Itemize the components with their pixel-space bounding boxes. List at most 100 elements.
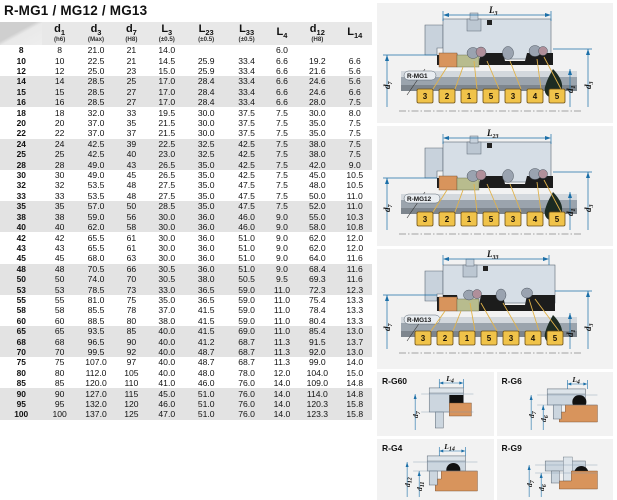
table-cell: 37.5 [238, 128, 255, 139]
table-cell: 25 [126, 76, 137, 87]
row-size-label: 58 [16, 305, 26, 316]
table-cell: 5.6 [348, 76, 361, 87]
table-cell: 69.3 [308, 274, 326, 285]
table-cell: 58 [54, 305, 65, 316]
table-cell: 78.5 [87, 284, 105, 295]
table-cell: 13.3 [346, 315, 364, 326]
table-cell: 11.0 [273, 305, 291, 316]
table-cell: 28.5 [87, 76, 105, 87]
table-cell: 14.0 [346, 357, 364, 368]
table-cell: 42.5 [238, 138, 255, 149]
table-row: 10 10 22.5 21 14.5 25.9 33.4 6.6 19.2 6.6 [0, 55, 372, 66]
table-cell: 13.0 [346, 326, 364, 337]
diagram-panel-r-g6: R-G6 [496, 372, 614, 436]
table-cell: 68.7 [238, 336, 255, 347]
table-cell: 35.0 [197, 170, 215, 181]
table-cell: 56 [126, 211, 137, 222]
table-cell: 13.3 [346, 294, 364, 305]
table-cell: 46.0 [238, 222, 255, 233]
table-cell: 6.6 [348, 86, 361, 97]
table-cell: 59.0 [238, 305, 255, 316]
callout-group: 3 2 1 5 3 4 5 [416, 88, 566, 104]
table-cell: 61 [126, 232, 137, 243]
table-cell: 88.5 [87, 315, 105, 326]
col-tol: (h6) [53, 35, 66, 43]
row-size-label: 32 [16, 180, 26, 191]
table-row: 8 8 21.0 21 14.0 6.0 [0, 45, 372, 56]
row-size-label: 65 [16, 326, 26, 337]
col-sub: 14 [353, 31, 363, 41]
table-cell: 70 [126, 274, 137, 285]
row-size-label: 48 [16, 263, 26, 274]
table-cell: 13.3 [346, 305, 364, 316]
table-cell: 95 [54, 399, 65, 410]
table-header: d1 (h6) d3 (Max) d7 (H8) L3 (±0.5) [0, 22, 372, 45]
table-cell: 68.7 [238, 346, 255, 357]
table-row: 18 18 32.0 33 19.5 30.0 37.5 7.5 30.0 8.0 [0, 107, 372, 118]
table-cell: 10.5 [346, 170, 364, 181]
table-row: 48 48 70.5 66 30.5 36.0 51.0 9.0 68.4 11.6 [0, 263, 372, 274]
diagram-panel-r-mg1: R-MG1 3 2 1 [377, 3, 613, 123]
row-size-label: 40 [16, 222, 26, 233]
table-cell: 70.5 [87, 263, 105, 274]
table-cell: 76.0 [238, 409, 255, 420]
table-cell: 12.0 [273, 367, 291, 378]
table-cell: 120 [124, 399, 139, 410]
table-cell: 59.0 [238, 294, 255, 305]
table-cell: 120.0 [85, 378, 107, 389]
table-cell: 137.0 [85, 409, 107, 420]
table-cell: 41.5 [197, 326, 215, 337]
callout-3: 5 [489, 215, 494, 224]
row-size-label: 38 [16, 211, 26, 222]
col-sub: 1 [60, 28, 66, 38]
table-cell: 75.4 [308, 294, 326, 305]
table-cell: 14.8 [346, 388, 364, 399]
table-cell: 33.4 [238, 76, 255, 87]
table-cell: 32 [54, 180, 65, 191]
table-cell: 35.0 [308, 128, 326, 139]
table-cell: 99.5 [87, 346, 105, 357]
callout-group: 3 2 1 5 3 4 5 [416, 211, 566, 227]
table-cell: 24 [54, 138, 65, 149]
row-size-label: 43 [16, 242, 26, 253]
table-cell: 9.0 [275, 253, 288, 264]
table-cell: 14.5 [158, 55, 176, 66]
table-cell: 60 [54, 315, 65, 326]
callout-0: 3 [423, 215, 428, 224]
diagram-tag-label: R-MG12 [407, 196, 432, 203]
table-row: 40 40 62.0 58 30.0 36.0 46.0 9.0 58.0 10.8 [0, 221, 372, 233]
row-size-label: 53 [16, 284, 26, 295]
table-cell: 40.0 [158, 346, 176, 357]
table-cell: 14.0 [273, 409, 291, 420]
table-cell: 11.3 [273, 357, 291, 368]
table-cell: 46.0 [238, 211, 255, 222]
table-cell: 68 [54, 336, 65, 347]
table-cell: 41.5 [197, 305, 215, 316]
table-cell: 7.5 [275, 159, 288, 170]
table-cell: 5.6 [348, 66, 361, 77]
table-cell: 40 [126, 149, 137, 160]
table-cell: 14.8 [346, 378, 364, 389]
row-size-label: 60 [16, 315, 26, 326]
table-cell: 21 [126, 55, 137, 66]
diagram-r-g6-drawing: L4 d7 d6 [497, 372, 614, 436]
table-cell: 32.5 [197, 138, 215, 149]
table-row: 32 32 53.5 48 27.5 35.0 47.5 7.5 48.0 10.5 [0, 180, 372, 191]
table-cell: 42.5 [238, 149, 255, 160]
table-cell: 48.0 [308, 180, 326, 191]
col-tol: (±0.5) [158, 35, 175, 43]
table-cell: 36.0 [197, 242, 215, 253]
col-sub: 23 [205, 28, 214, 38]
row-size-label: 95 [16, 399, 26, 410]
table-cell: 19.5 [158, 107, 176, 118]
table-cell: 36.0 [197, 263, 215, 274]
table-cell: 55 [54, 294, 65, 305]
table-row: 100 100 137.0 125 47.0 51.0 76.0 14.0 123.3 15.8 [0, 409, 372, 420]
table-cell: 80 [54, 367, 65, 378]
callout-6: 5 [553, 334, 558, 343]
table-cell: 14.0 [273, 388, 291, 399]
table-cell: 48 [126, 190, 137, 201]
table-cell: 9.0 [275, 232, 288, 243]
table-cell: 33 [54, 190, 65, 201]
left-dim-label-1: d6 [537, 484, 548, 491]
